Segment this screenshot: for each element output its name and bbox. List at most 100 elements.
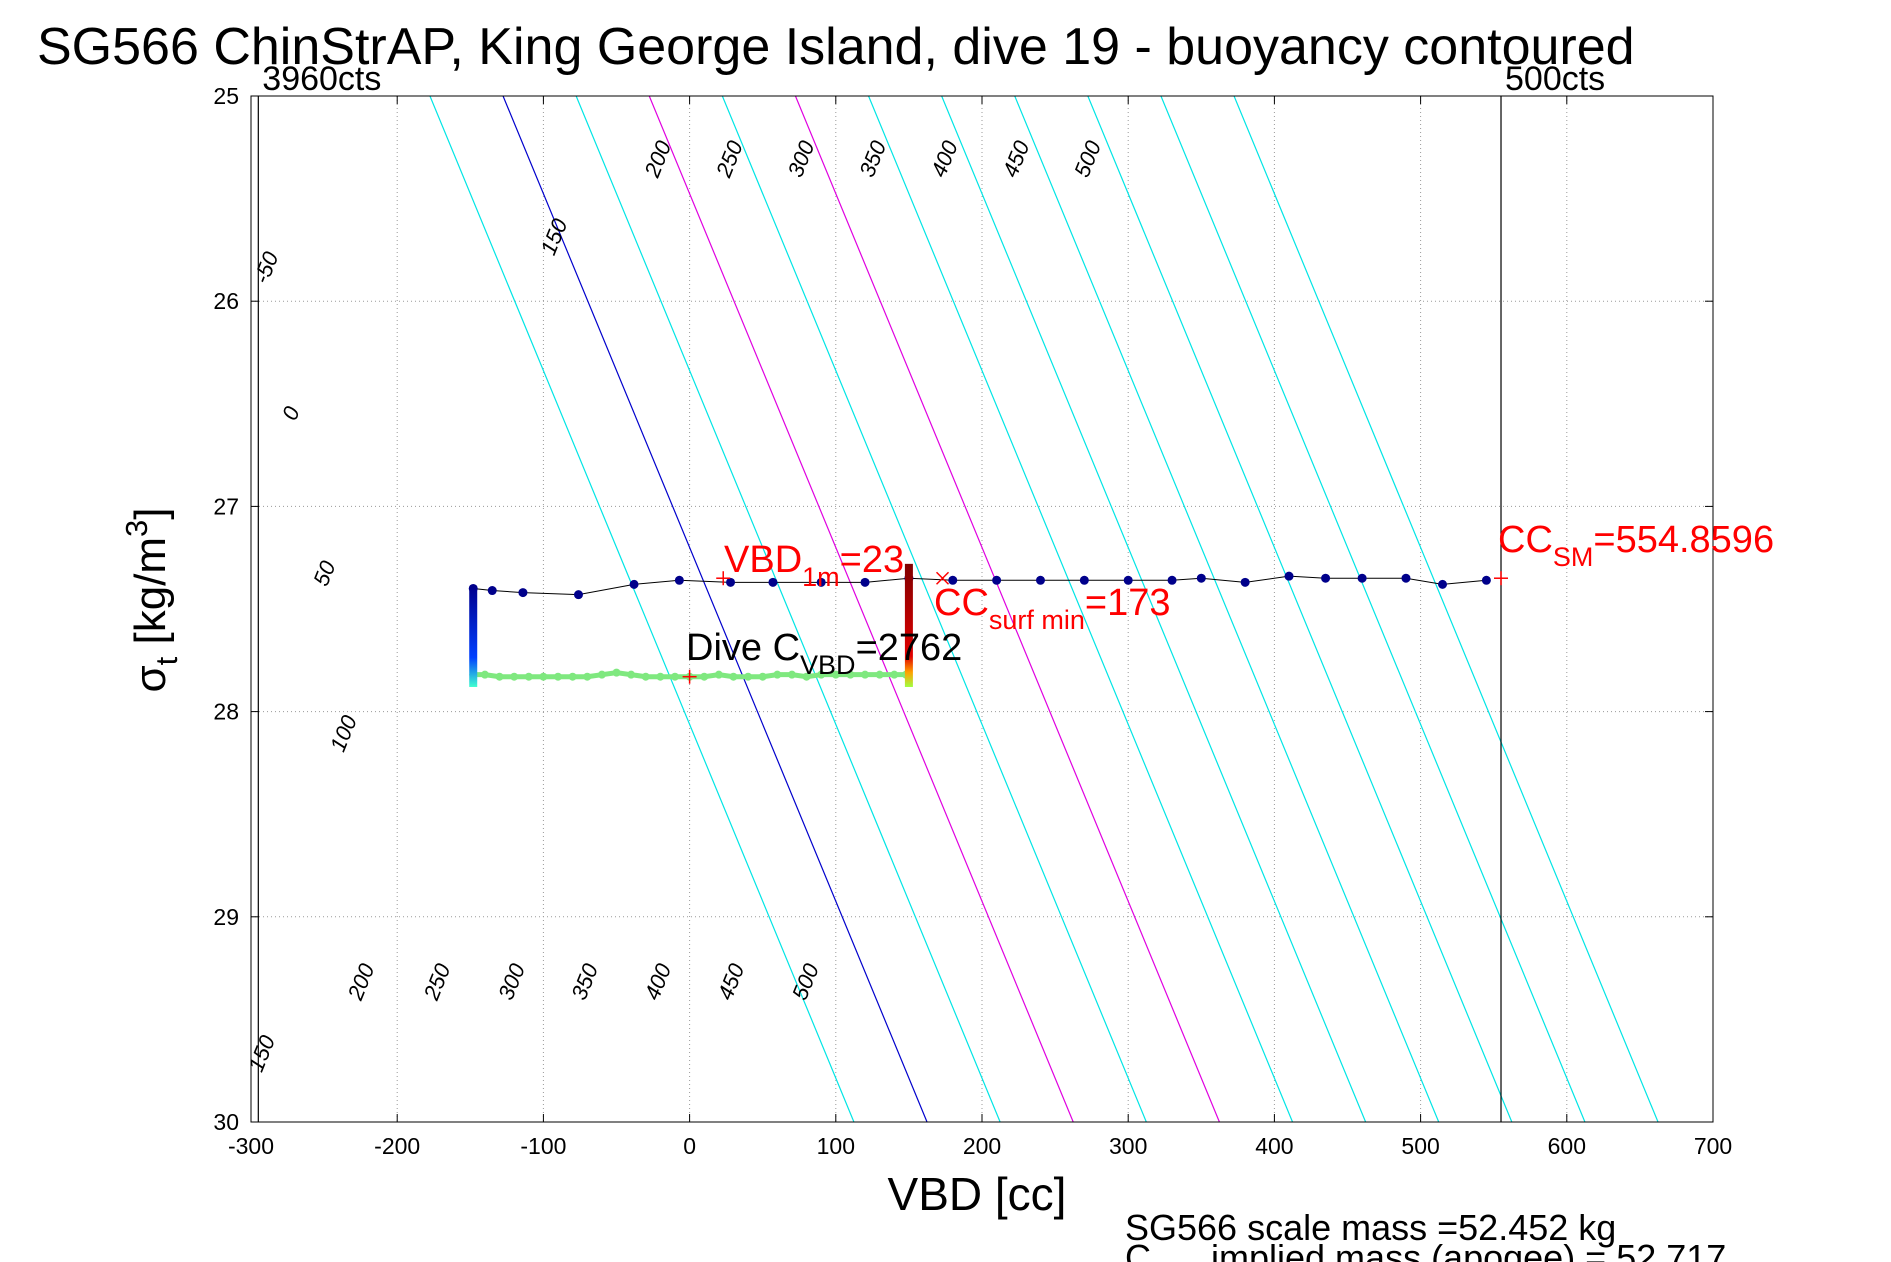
dive-point: [1401, 573, 1411, 583]
climb-point: [656, 672, 665, 681]
x-tick-label: 0: [683, 1133, 696, 1159]
climb-point: [641, 672, 650, 681]
contour-line: [1087, 96, 1513, 1122]
cc-sm-value: =554.8596: [1593, 519, 1774, 561]
climb-point: [729, 672, 738, 681]
x-tick-label: 100: [817, 1133, 855, 1159]
climb-point: [700, 672, 709, 681]
contour-line: [502, 96, 928, 1122]
dive-point: [1035, 575, 1045, 585]
axis-ticks: -300 -200 -100 0 100 200 300 400 500 600 700 25 26 27…: [213, 83, 1732, 1159]
dive-point: [573, 590, 583, 600]
x-tick-label: 500: [1401, 1133, 1439, 1159]
dive-cvbd-sub: VBD: [800, 650, 856, 680]
contour-line: [429, 96, 855, 1122]
climb-point: [480, 670, 489, 679]
vbd-1m-annotation: VBD1m=23: [724, 539, 904, 592]
climb-point: [846, 670, 855, 679]
climb-point: [539, 672, 548, 681]
cc-surf-min-value: =173: [1085, 582, 1171, 624]
vbd-limit-lines: 3960cts 500cts: [257, 60, 1605, 1122]
y-tick-label: 25: [213, 83, 239, 109]
cc-surf-min-main: CC: [934, 582, 989, 624]
dive-point: [487, 586, 497, 596]
y-axis-label-sub: t: [149, 656, 184, 665]
y-tick-label: 29: [213, 904, 239, 930]
vbd-1m-main: VBD: [724, 539, 802, 581]
y-tick-label: 28: [213, 699, 239, 725]
contour-line: [575, 96, 1001, 1122]
dive-point: [1481, 575, 1491, 585]
markers: [682, 571, 1509, 684]
svg-text:σt [kg/m3]: σt [kg/m3]: [119, 507, 184, 692]
vertical-bar: [904, 563, 913, 687]
climb-point: [510, 672, 519, 681]
contour-lines: [429, 96, 1659, 1122]
dive-point: [726, 577, 736, 587]
climb-point: [773, 670, 782, 679]
contour-line: [1233, 96, 1659, 1122]
x-tick-label: 300: [1109, 1133, 1147, 1159]
y-tick-label: 30: [213, 1109, 239, 1135]
climb-point: [861, 670, 870, 679]
grid: [251, 96, 1713, 1122]
climb-point: [627, 670, 636, 679]
climb-point: [612, 668, 621, 677]
dive-point: [1240, 577, 1250, 587]
limit-line-label: 500cts: [1505, 60, 1605, 98]
climb-point: [714, 670, 723, 679]
dive-point: [1357, 573, 1367, 583]
dive-point: [629, 579, 639, 589]
x-tick-label: 600: [1548, 1133, 1586, 1159]
dive-point: [674, 575, 684, 585]
vbd-1m-value: =23: [840, 539, 904, 581]
y-axis-label-sup: 3: [119, 520, 154, 537]
dive-point: [860, 577, 870, 587]
dive-point: [1167, 575, 1177, 585]
contour-line: [721, 96, 1147, 1122]
cc-surf-min-annotation: CCsurf min=173: [934, 582, 1171, 635]
dive-point: [1284, 571, 1294, 581]
y-axis-label-unit: [kg/m: [126, 537, 175, 657]
dive-point: [1079, 575, 1089, 585]
climb-point: [831, 670, 840, 679]
climb-point: [670, 672, 679, 681]
chart-title: SG566 ChinStrAP, King George Island, div…: [37, 18, 1635, 76]
climb-point: [583, 672, 592, 681]
dive-point: [992, 575, 1002, 585]
x-tick-label: 400: [1255, 1133, 1293, 1159]
vertical-bar: [469, 588, 478, 687]
y-tick-label: 26: [213, 288, 239, 314]
x-tick-label: 700: [1694, 1133, 1732, 1159]
footer-implied-mass: C implied mass (apogee) = 52.717: [1125, 1237, 1726, 1262]
y-axis-label-main: σ: [126, 665, 175, 692]
climb-point: [744, 672, 753, 681]
cc-sm-main: CC: [1498, 519, 1553, 561]
contour-line: [941, 96, 1367, 1122]
dive-point: [1123, 575, 1133, 585]
contour-line: [1014, 96, 1440, 1122]
dive-point: [1196, 573, 1206, 583]
dive-point: [518, 588, 528, 598]
dive-point: [1438, 579, 1448, 589]
dive-cvbd-main: Dive C: [686, 627, 800, 669]
climb-point: [890, 670, 899, 679]
dive-point: [816, 577, 826, 587]
footer-scale-mass: SG566 scale mass =52.452 kg: [1125, 1207, 1616, 1248]
y-axis-label-close: ]: [126, 507, 175, 519]
cc-sm-annotation: CCSM=554.8596: [1498, 519, 1774, 572]
vertical-bars: [469, 563, 913, 687]
y-tick-label: 27: [213, 493, 239, 519]
dive-point: [1321, 573, 1331, 583]
contour-line: [867, 96, 1294, 1122]
contour-line: [1160, 96, 1586, 1122]
x-axis-label: VBD [cc]: [888, 1168, 1067, 1220]
dive-point: [768, 577, 778, 587]
cc-surf-min-sub: surf min: [989, 605, 1085, 635]
climb-point: [787, 670, 796, 679]
climb-point: [758, 672, 767, 681]
contour-line: [648, 96, 1074, 1122]
climb-point: [495, 672, 504, 681]
x-marker: [935, 571, 950, 585]
